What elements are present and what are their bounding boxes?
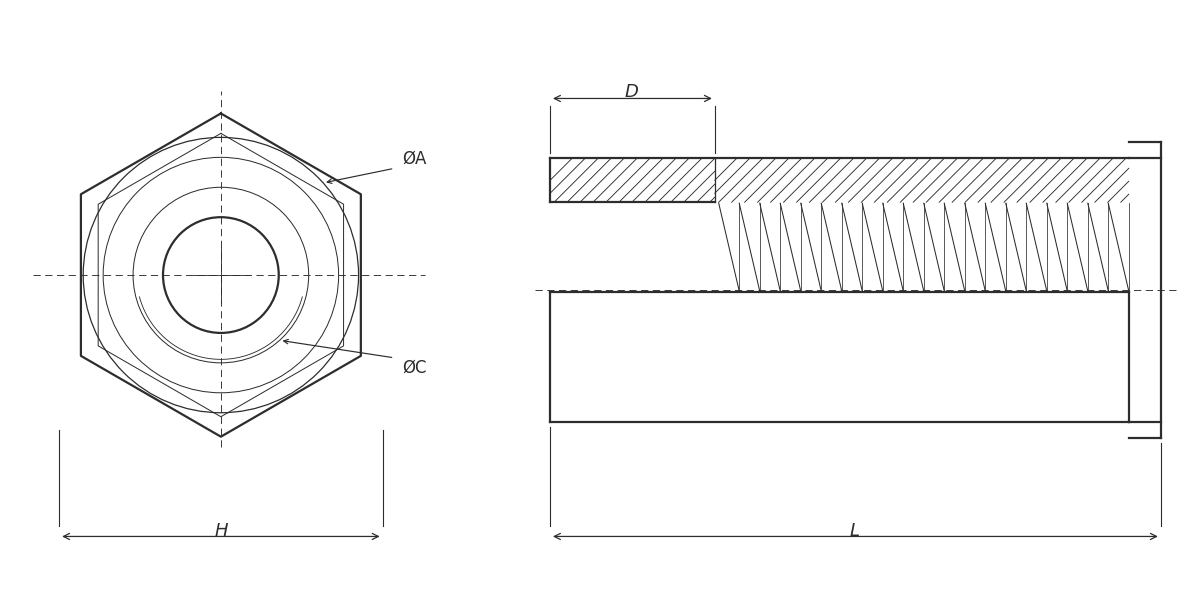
Text: D: D	[625, 83, 638, 101]
Text: L: L	[850, 523, 859, 541]
Text: H: H	[214, 523, 228, 541]
Text: ØC: ØC	[402, 359, 427, 377]
Text: ØA: ØA	[402, 149, 427, 167]
